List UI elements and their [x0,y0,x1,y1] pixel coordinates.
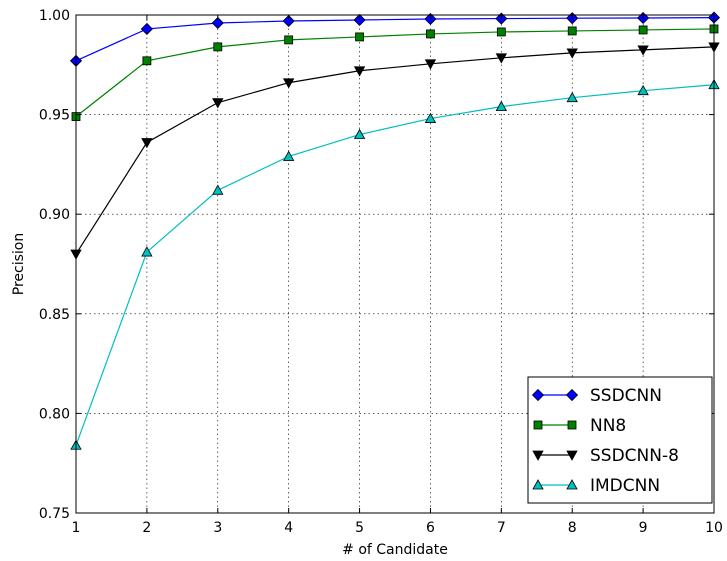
series-line [75,16,715,62]
data-point [566,48,578,59]
y-tick-label: 0.90 [39,207,70,223]
series-lines [75,16,715,446]
y-tick-label: 0.85 [39,307,70,323]
data-point [211,16,224,30]
x-axis-label: # of Candidate [342,542,448,558]
data-point [212,98,224,109]
data-point [141,138,153,149]
y-tick-label: 1.00 [39,8,70,24]
legend-marker [565,388,579,402]
y-tick-labels: 0.75 0.80 0.85 0.90 0.95 1.00 [39,8,70,522]
legend-label: SSDCNN-8 [590,446,679,466]
data-point [426,29,435,39]
data-point [424,59,437,70]
x-tick-label: 7 [497,520,506,536]
data-point [355,32,364,42]
data-point [495,53,508,64]
data-point [495,100,508,112]
series-line [75,28,715,118]
legend-label: NN8 [590,416,626,436]
y-tick-label: 0.75 [39,506,70,522]
legend-marker [533,420,543,430]
data-point [353,66,366,77]
x-tick-label: 3 [213,520,222,536]
data-point [282,14,295,28]
y-axis-label: Precision [11,233,27,295]
data-point [637,84,649,96]
data-point [140,22,153,36]
data-point [566,91,578,103]
axis-ticks [75,14,715,514]
x-tick-label: 8 [568,520,577,536]
y-tick-label: 0.95 [39,108,70,124]
x-tick-label: 5 [355,520,364,536]
legend-label: SSDCNN [590,386,662,406]
data-point [212,184,224,195]
legend-marker [566,450,578,461]
legend-label: IMDCNN [590,476,660,496]
legend-marker [532,479,544,490]
series-line [75,84,715,446]
legend-marker [567,420,577,430]
series-line [75,46,715,255]
legend-box [527,376,713,504]
data-point [638,25,648,35]
x-tick-label: 6 [426,520,435,536]
x-tick-label: 1 [72,520,81,536]
data-point [353,128,366,139]
x-tick-label: 10 [705,520,723,536]
x-tick-labels: 1 2 3 4 5 6 7 8 9 10 [72,520,723,536]
data-point [637,45,649,56]
x-tick-label: 9 [639,520,648,536]
data-point [142,56,152,66]
data-point [567,26,577,36]
data-point [141,246,153,257]
data-point [284,35,294,45]
data-point [496,27,506,37]
legend-marker [532,450,544,461]
x-tick-label: 4 [284,520,293,536]
data-point [282,78,295,89]
legend-marker [566,479,578,490]
x-tick-label: 2 [142,520,151,536]
legend: SSDCNN NN8 SSDCNN-8 IMDCNN [527,376,713,504]
data-point [282,150,295,161]
data-point [424,112,437,123]
data-point [213,42,223,52]
legend-marker [531,388,545,402]
y-tick-label: 0.80 [39,406,70,422]
plot-frame [75,14,715,514]
